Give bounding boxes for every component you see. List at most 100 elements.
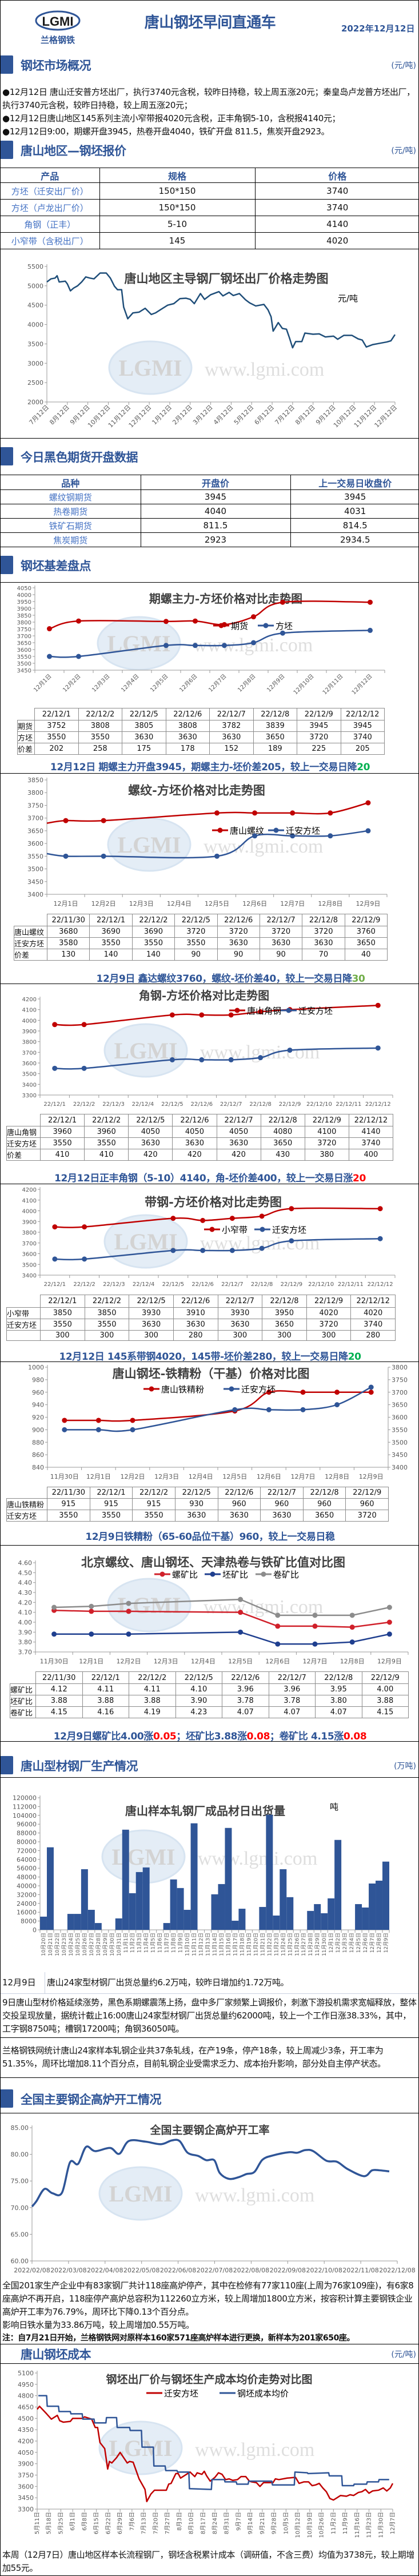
x-tick-label: 11月15日 [218,1933,225,1956]
data-point [258,1055,264,1061]
y-tick-label: 3.90 [18,1629,33,1636]
table-cell: 3740 [254,199,418,216]
table-cell: 202 [34,743,79,755]
x-tick-label: 11月9日 [178,1933,184,1953]
table-header-row: 22/11/30 22/12/1 22/12/2 22/12/5 22/12/6 22/1… [7,1487,389,1499]
x-tick-label: 11月25日 [287,1933,293,1956]
legend-marker [286,1008,292,1013]
legend-label: 期货 [231,621,248,631]
x-tick-label: 12月3日 [129,900,154,907]
legend-label: 迁安方坯 [286,826,320,836]
data-point [232,1407,238,1412]
x-tick-label: 12月2日 [117,1658,141,1665]
x-tick-label: 2022/11/08 [342,2267,378,2274]
table-cell: 铁矿石期货 [1,518,141,533]
table-header-row: 22/11/30 22/12/1 22/12/2 22/12/5 22/12/6 22/1… [10,1671,409,1684]
legend-label: 唐山铁精粉 [161,1384,204,1395]
watermark-logo-text: LGMI [117,832,181,858]
y-tick-label: 3400 [22,1082,37,1088]
data-point [280,630,285,636]
bar [211,1894,218,1930]
table-cell: 3.90 [175,1695,222,1707]
y-tick-label: 3800 [22,1040,37,1046]
y-tick-label: 3650 [17,640,31,647]
column-header: 22/12/5 [128,1114,173,1126]
series-迁安方坯: 迁安方坯 [52,1225,383,1262]
x-tick-label: 2022/04/08 [87,2267,123,2274]
y-tick-label: 3300 [22,1093,37,1099]
data-point [89,1631,94,1637]
x-tick-label: 22/12/12 [365,1101,391,1108]
bar [334,1840,342,1930]
table-cell: 3945 [290,489,418,504]
table-row: 价差 202 258 175 178 152 189 225 205 [17,743,385,755]
y-tick-label: 85.00 [11,2124,29,2132]
column-header: 22/12/6 [173,1295,218,1308]
caption-part: 20 [348,1351,361,1363]
watermark-logo-icon [103,1023,188,1078]
x-tick-label: 1月12日 [150,404,173,427]
data-table: 产品 规格 价格 方坯（迁安出厂价） 150*150 3740 方坯（卢龙出厂价） 150*1… [1,168,418,249]
series-小窄带: 小窄带 [52,1206,383,1235]
chart-table-rebar: 22/11/30 22/12/1 22/12/2 22/12/5 22/12/6 22/1… [14,914,388,961]
x-tick-label: 2022/06/08 [160,2267,196,2274]
row-label: 唐山螺纹 [14,926,47,938]
x-tick-label: 12月6日 [242,900,267,907]
data-table: 品种 开盘价 上一交易日收盘价 螺纹钢期货 3945 3945 热卷期货 4040 4031 铁矿… [1,475,418,547]
row-label: 价差 [14,949,47,961]
table-cell: 方坯（迁安出厂价） [1,182,99,200]
x-tick-label: 12月7日 [389,2512,396,2534]
table-cell: 300 [129,1330,174,1341]
data-point [169,1012,175,1018]
x-tick-label: 8月10日 [188,2512,195,2534]
data-point [101,818,106,823]
x-tick-label: 6月29日 [117,2512,123,2534]
column-header: 规格 [99,168,255,183]
y-tick-label: 4100 [22,1198,37,1204]
table-cell: 3550 [78,731,122,743]
column-header: 22/12/2 [132,1487,175,1499]
column-header: 22/12/8 [315,1671,362,1684]
table-cell: 410 [39,1149,85,1161]
x-tick-label: 2022/10/08 [306,2267,342,2274]
table-cell: 3808 [165,720,210,732]
table-cell: 4140 [254,216,418,233]
x-tick-label: 12月2日 [91,900,116,907]
y-tick-label: 3300 [18,2506,34,2513]
page-title: 唐山钢坯早间直通车 [144,14,276,31]
x-tick-label: 11月22日 [266,1933,273,1956]
table-cell: 3.88 [129,1695,176,1707]
table-cell: 4.10 [175,1683,222,1695]
row-label: 坯矿比 [10,1695,36,1707]
table-row: 坯矿比 3.88 3.88 3.88 3.90 3.78 3.78 3.80 3.88 [10,1695,409,1707]
y-tick-label: 3600 [18,2483,34,2490]
series-line [54,1238,381,1261]
x-tick-label: 7月27日 [164,2512,171,2534]
watermark-logo-text: LGMI [114,1229,177,1255]
x-tick-label: 12月5日 [205,900,229,907]
y-tick-label: 60.00 [11,2258,29,2265]
x-tick-label: 12月8日 [340,1658,365,1665]
bar [177,1888,184,1930]
chart-angle: LGMI www.lgmi.com 3300 3400 3500 3600 3700 3800… [22,989,393,1108]
y-tick-label: 4800 [18,2392,34,2400]
table-cell: 3950 [262,1307,307,1319]
bar [286,1897,294,1930]
table-cell: 3752 [34,720,79,732]
table-cell: 3630 [128,1137,173,1149]
table-cell: 4.11 [82,1683,129,1695]
table-cell: 3782 [209,720,254,732]
x-tick-label: 12月5日 [356,1933,362,1953]
x-tick-label: 11月16日 [225,1933,232,1956]
bar [190,1823,198,1930]
x-tick-label: 22/12/6 [191,1281,214,1288]
y-tick-label: 3900 [18,2460,34,2468]
corner-cell [14,914,47,926]
data-point [95,1418,101,1423]
series-唐山螺纹: 唐山螺纹 [46,800,371,836]
table-cell: 3960 [39,1126,85,1138]
x-tick-label: 8月12日 [294,404,317,427]
legend-label: 钢坯成本均价 [237,2388,289,2399]
x-tick-label: 12月6日 [257,1473,281,1480]
data-point [82,1224,87,1230]
